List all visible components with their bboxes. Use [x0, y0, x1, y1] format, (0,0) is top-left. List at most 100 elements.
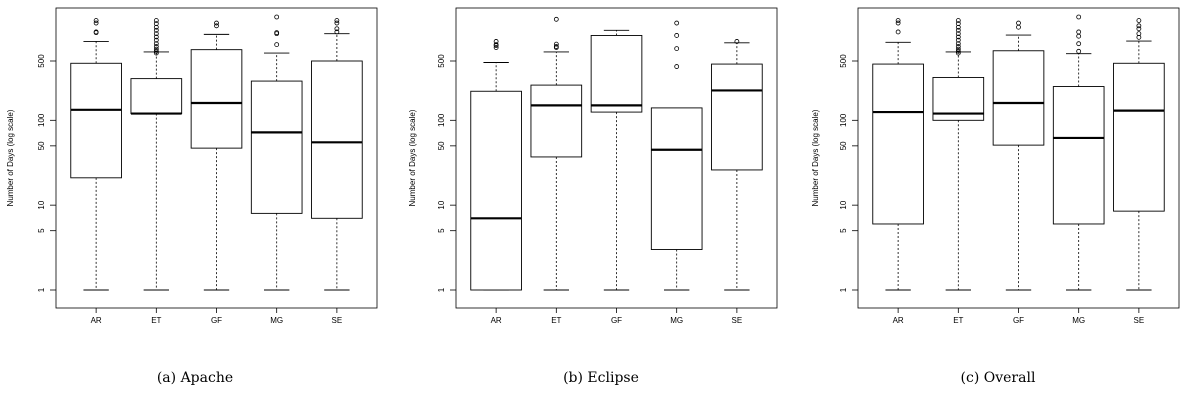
x-tick-label-et: ET: [953, 316, 963, 325]
iqr-box: [470, 90, 522, 291]
box-et: [932, 18, 985, 291]
outlier-point: [955, 21, 961, 26]
y-tick-label: 100: [37, 113, 46, 127]
iqr-box: [190, 49, 243, 149]
outlier-point: [553, 44, 559, 49]
iqr-box: [711, 63, 763, 171]
box-et: [130, 18, 183, 291]
outlier-point: [955, 34, 961, 40]
outlier-point: [153, 41, 159, 47]
chart-panel-1: 1 5 10 50 100 500 Number of Days (log scale) AR…: [6, 7, 378, 386]
outlier-point: [895, 18, 901, 23]
y-axis-label: Number of Days (log scale): [6, 109, 15, 206]
panel-caption: (b) Eclipse: [563, 370, 639, 386]
outlier-point: [214, 20, 219, 26]
chart-panel-3: 1 5 10 50 100 500 Number of Days (log scale) AR…: [811, 7, 1180, 386]
iqr-box: [70, 62, 122, 179]
outlier-point: [1136, 26, 1142, 32]
y-tick-label: 10: [437, 200, 446, 209]
iqr-box: [872, 63, 924, 225]
iqr-box: [590, 35, 643, 113]
outlier-point: [493, 42, 499, 48]
x-tick-label-se: SE: [332, 316, 343, 325]
y-tick-label: 100: [437, 113, 446, 127]
outlier-point: [674, 33, 680, 38]
y-tick-label: 1: [437, 287, 446, 292]
outlier-point: [153, 44, 159, 49]
box-ar: [470, 39, 522, 291]
outlier-point: [493, 39, 499, 44]
outlier-point: [93, 30, 99, 36]
outlier-point: [674, 46, 680, 52]
outlier-point: [274, 42, 280, 48]
iqr-box: [530, 84, 583, 158]
outlier-point: [955, 48, 961, 54]
outlier-point: [1136, 31, 1142, 37]
box-gf: [992, 20, 1045, 291]
iqr-box: [1113, 62, 1165, 212]
y-tick-label: 10: [37, 200, 46, 209]
y-tick-label: 500: [839, 54, 848, 68]
outlier-point: [955, 46, 961, 52]
outlier-point: [153, 18, 159, 23]
outlier-point: [153, 21, 159, 26]
outlier-point: [493, 45, 499, 50]
y-axis-label: Number of Days (log scale): [811, 109, 820, 206]
box-gf: [590, 29, 643, 291]
x-tick-label-mg: MG: [670, 316, 683, 325]
outlier-point: [955, 31, 961, 37]
outlier-point: [955, 27, 961, 33]
x-tick-label-mg: MG: [1072, 316, 1085, 325]
box-se: [1113, 18, 1165, 291]
chart-panel-2: 1 5 10 50 100 500 Number of Days (log scale) AR…: [408, 7, 778, 386]
box-ar: [872, 18, 924, 291]
outlier-point: [553, 16, 559, 22]
box-se: [311, 18, 363, 291]
outlier-point: [153, 48, 159, 54]
outlier-point: [93, 20, 99, 26]
panel-caption: (c) Overall: [961, 370, 1036, 386]
outlier-point: [955, 18, 961, 23]
outlier-point: [153, 27, 159, 33]
outlier-point: [955, 41, 961, 47]
outlier-point: [1076, 48, 1082, 54]
outlier-point: [734, 39, 740, 44]
outlier-point: [955, 37, 961, 43]
outlier-point: [674, 20, 680, 26]
y-tick-label: 50: [37, 141, 46, 150]
x-tick-label-mg: MG: [270, 316, 283, 325]
outlier-point: [274, 14, 280, 20]
iqr-box: [1052, 86, 1105, 225]
y-tick-label: 1: [37, 287, 46, 292]
x-tick-label-gf: GF: [611, 316, 622, 325]
outlier-point: [1076, 29, 1082, 35]
outlier-point: [1136, 23, 1142, 29]
y-tick-label: 100: [839, 113, 848, 127]
outlier-point: [214, 23, 219, 29]
x-tick-label-se: SE: [1134, 316, 1145, 325]
outlier-point: [1076, 33, 1082, 39]
outlier-point: [895, 20, 901, 26]
outlier-point: [274, 31, 280, 37]
outlier-point: [153, 34, 159, 40]
box-mg: [650, 20, 703, 291]
outlier-point: [895, 29, 901, 35]
outlier-point: [674, 64, 680, 69]
box-mg: [1052, 14, 1105, 291]
box-ar: [70, 18, 122, 291]
iqr-box: [250, 80, 303, 214]
outlier-point: [1016, 20, 1021, 26]
y-tick-label: 5: [839, 228, 848, 233]
box-mg: [250, 14, 303, 291]
x-tick-label-et: ET: [151, 316, 161, 325]
box-gf: [190, 20, 243, 291]
y-tick-label: 500: [437, 54, 446, 68]
outlier-point: [153, 31, 159, 37]
y-tick-label: 10: [839, 200, 848, 209]
outlier-point: [553, 41, 559, 47]
x-tick-label-gf: GF: [1013, 316, 1024, 325]
y-tick-label: 50: [437, 141, 446, 150]
x-tick-label-se: SE: [732, 316, 743, 325]
iqr-box: [130, 78, 183, 115]
